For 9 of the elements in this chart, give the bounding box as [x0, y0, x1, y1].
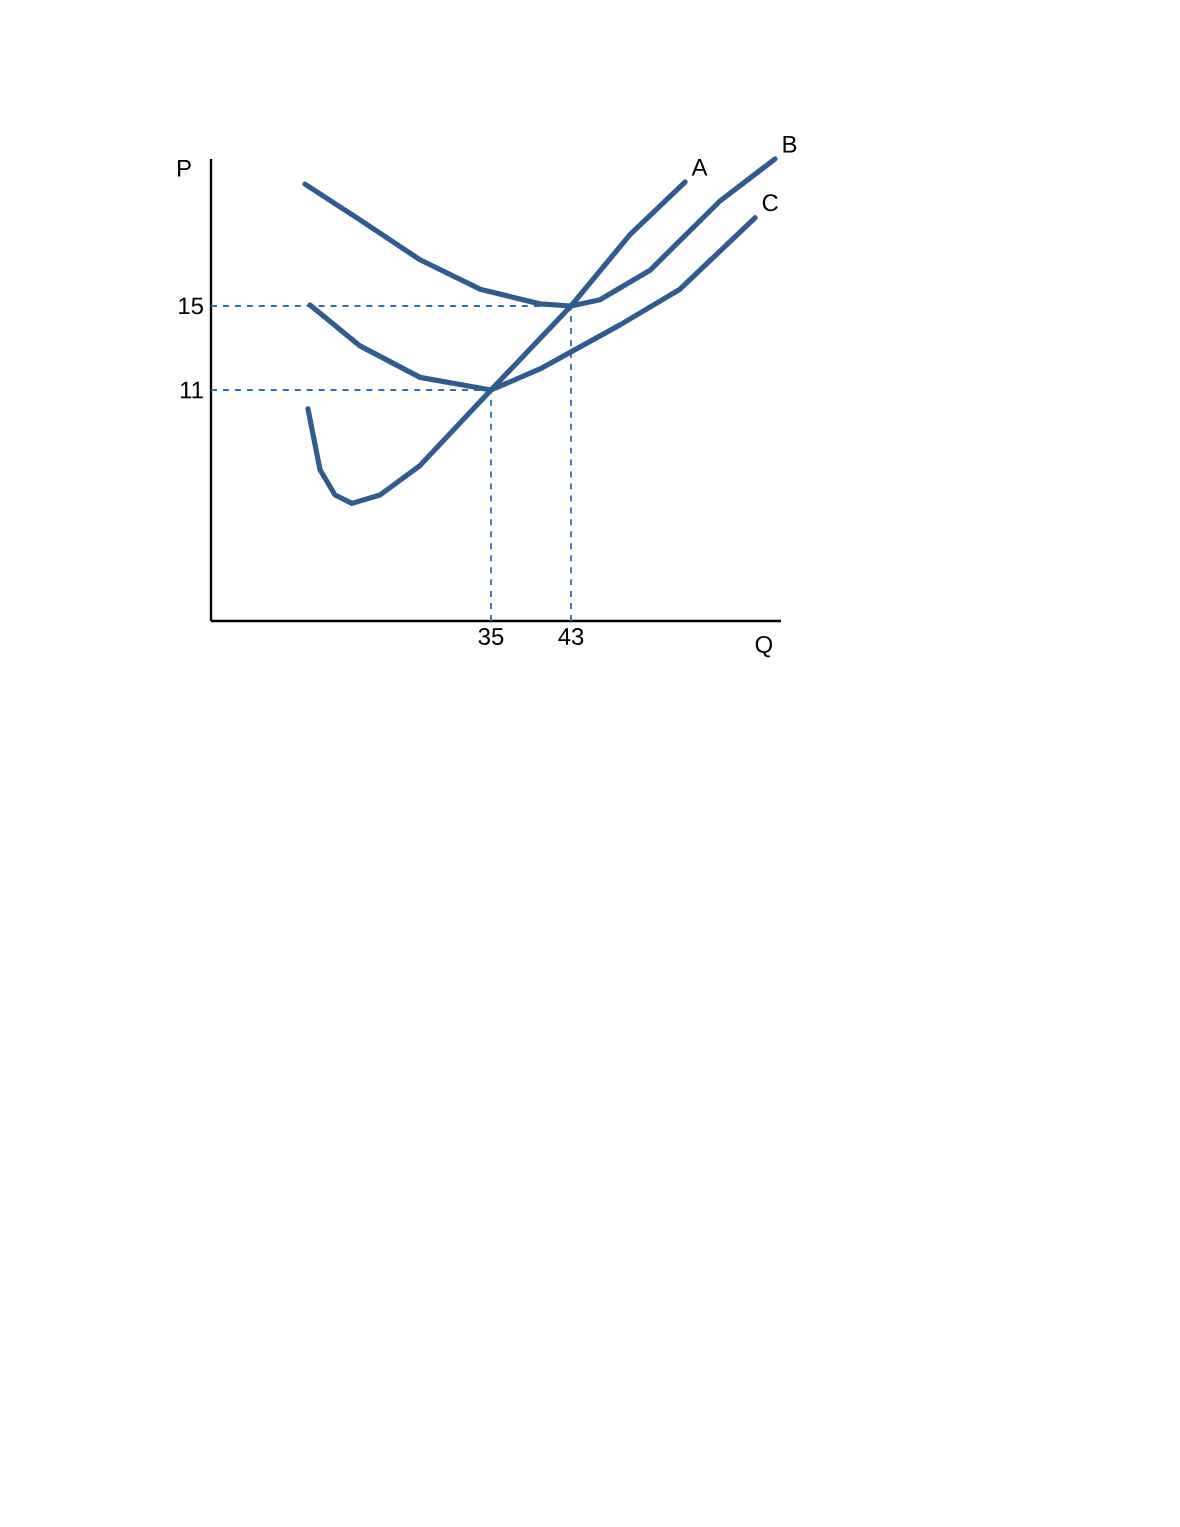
x-tick-label: 43 [558, 628, 584, 645]
series-label: A [691, 159, 708, 176]
series-label: B [783, 135, 797, 153]
y-tick-label: 15 [179, 297, 203, 315]
series-label: C [762, 194, 778, 212]
x-tick-label: 35 [478, 628, 504, 645]
x-axis-title: Q [755, 636, 773, 658]
y-axis-title: P [178, 160, 191, 177]
y-tick-label: 11 [180, 381, 203, 399]
